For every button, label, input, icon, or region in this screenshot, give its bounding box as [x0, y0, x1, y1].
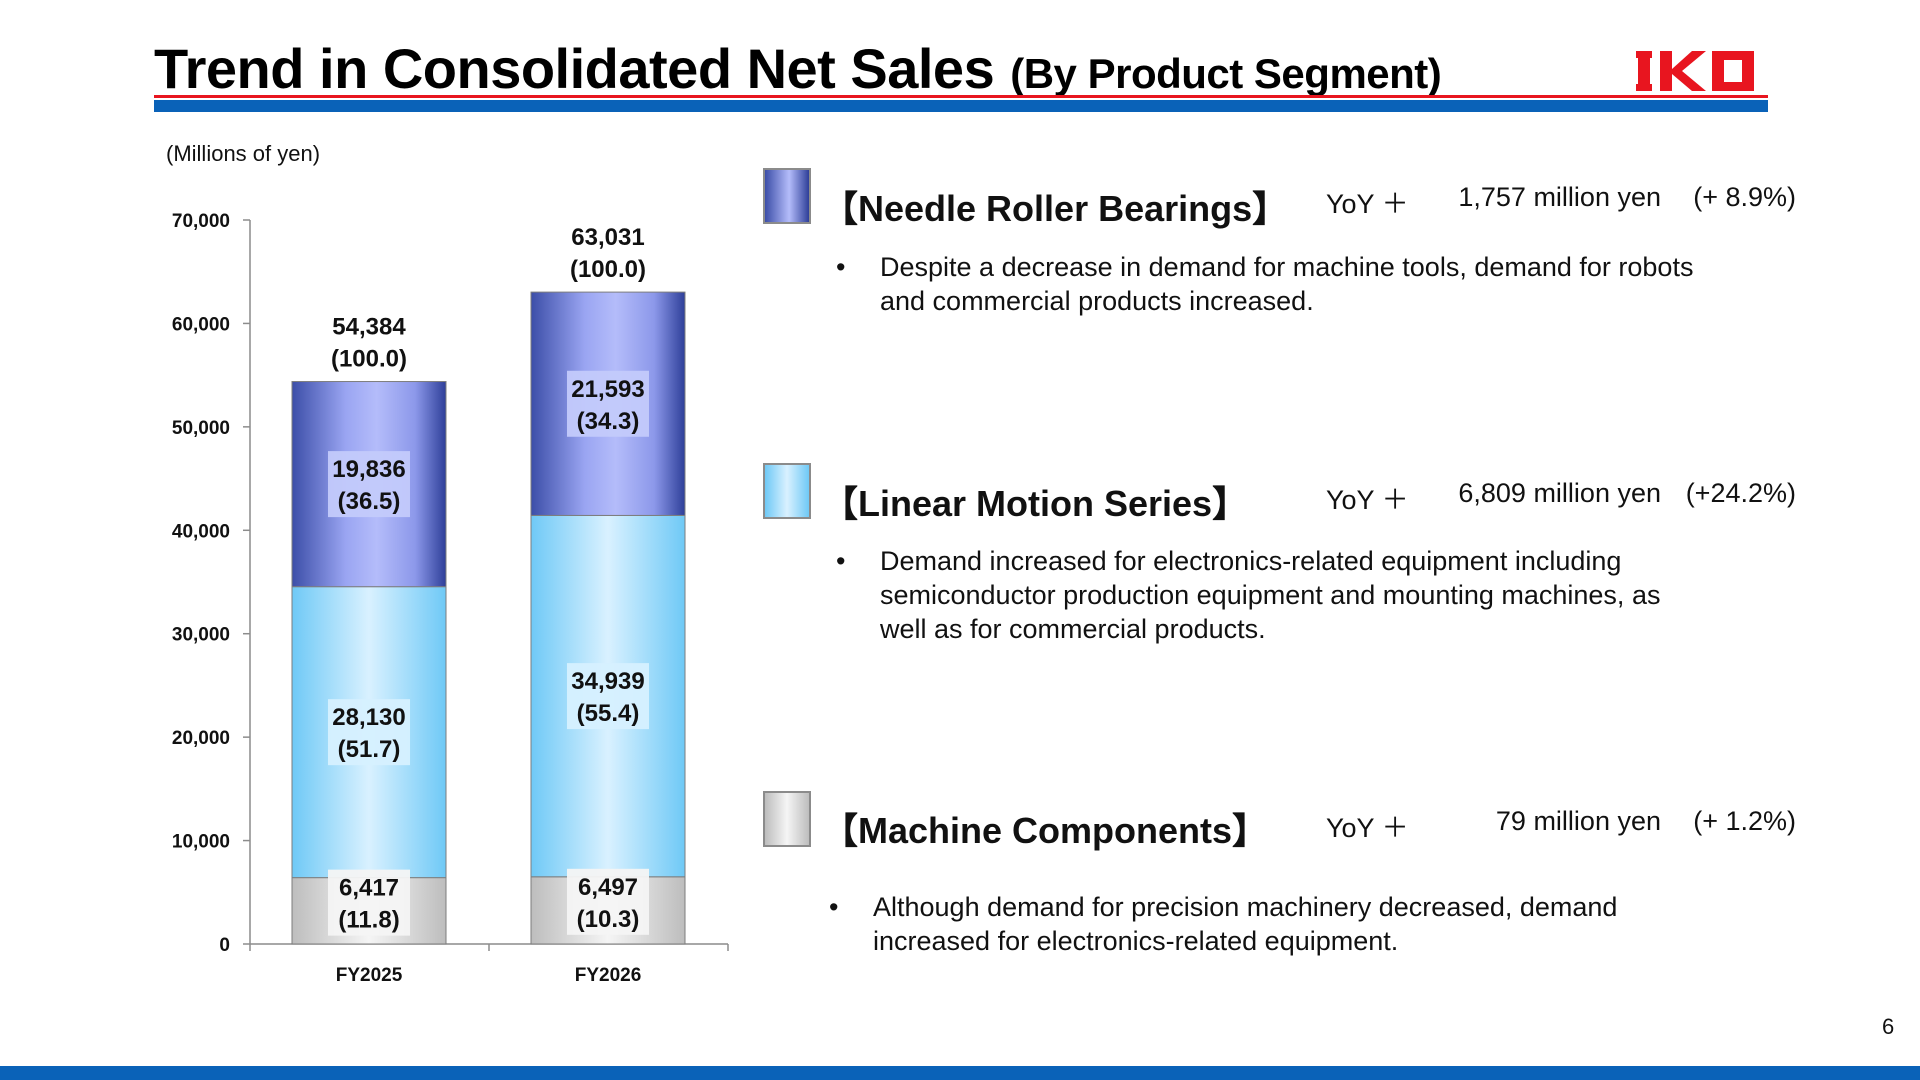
page-number: 6	[1882, 1014, 1895, 1039]
linear-motion-description: • Demand increased for electronics-relat…	[836, 544, 1706, 648]
data-label-value: 6,417	[339, 875, 399, 902]
y-tick-label: 50,000	[172, 418, 230, 439]
y-tick-label: 60,000	[172, 314, 230, 335]
data-label-box	[328, 699, 410, 766]
chart-labels: FY2025 FY2026 6,417 (11.8) 28,130 (51.7) 19,83…	[328, 224, 649, 986]
x-tick-label: FY2026	[575, 965, 642, 986]
yoy-label: YoY ＋	[1326, 813, 1409, 843]
data-label-share: (34.3)	[577, 408, 640, 435]
total-label-value: 54,384	[332, 314, 406, 341]
needle-roller-legend-swatch	[763, 168, 811, 224]
data-label-box	[328, 869, 410, 936]
description-text: Although demand for precision machinery …	[873, 892, 1618, 956]
description-text: Demand increased for electronics-related…	[880, 546, 1661, 644]
y-tick-label: 10,000	[172, 832, 230, 853]
linear-motion-title: 【Linear Motion Series】	[822, 483, 1249, 524]
title-subtitle: (By Product Segment)	[1010, 50, 1442, 97]
y-tick-label: 30,000	[172, 625, 230, 646]
yoy-percent: (+ 1.2%)	[1693, 806, 1796, 836]
data-label-value: 28,130	[332, 704, 405, 731]
needle-roller-title: 【Needle Roller Bearings】	[822, 188, 1289, 229]
slide-header: Trend in Consolidated Net Sales (By Produ…	[154, 30, 1768, 116]
yoy-amount: 79 million yen	[1495, 806, 1661, 836]
yoy-amount: 6,809 million yen	[1458, 478, 1661, 508]
total-label-value: 63,031	[571, 224, 644, 251]
linear-motion-legend-swatch	[763, 463, 811, 519]
footer-blue-bar	[0, 1066, 1920, 1080]
data-label-value: 21,593	[571, 376, 644, 403]
total-label-share: (100.0)	[570, 256, 646, 283]
yoy-percent: (+ 8.9%)	[1693, 182, 1796, 212]
machine-components-yoy: YoY ＋ 79 million yen (+ 1.2%)	[1326, 806, 1796, 843]
data-label-share: (55.4)	[577, 700, 640, 727]
machine-components-title: 【Machine Components】	[822, 810, 1269, 851]
y-tick-label: 0	[219, 935, 230, 956]
bullet-point: •	[829, 892, 839, 922]
data-label-box	[328, 451, 410, 518]
y-tick-label: 70,000	[172, 211, 230, 232]
x-tick-label: FY2025	[336, 965, 403, 986]
yoy-percent: (+24.2%)	[1685, 478, 1796, 508]
data-label-value: 34,939	[571, 668, 644, 695]
linear-motion-yoy: YoY ＋ 6,809 million yen (+24.2%)	[1326, 478, 1796, 515]
net-sales-stacked-bar-chart: 0 10,000 20,000 30,000 40,000 50,000 60,000 70,…	[172, 211, 729, 986]
data-label-box	[567, 868, 649, 935]
data-label-value: 6,497	[578, 874, 638, 901]
yoy-label: YoY ＋	[1326, 485, 1409, 515]
data-label-box	[567, 663, 649, 730]
total-label-share: (100.0)	[331, 346, 407, 373]
machine-components-description: • Although demand for precision machiner…	[829, 890, 1699, 960]
units-label: (Millions of yen)	[166, 141, 321, 166]
title-main-text: Trend in Consolidated Net Sales	[154, 37, 995, 100]
bullet-point: •	[836, 252, 846, 282]
bullet-point: •	[836, 546, 846, 576]
title-red-underline	[154, 95, 1768, 98]
data-label-share: (11.8)	[338, 907, 399, 934]
needle-roller-description: • Despite a decrease in demand for machi…	[836, 250, 1706, 320]
y-tick-label: 40,000	[172, 521, 230, 542]
data-label-box	[567, 370, 649, 437]
page-title: Trend in Consolidated Net Sales (By Produ…	[154, 36, 1442, 101]
yoy-amount: 1,757 million yen	[1458, 182, 1661, 212]
data-label-share: (51.7)	[338, 736, 401, 763]
yoy-label: YoY ＋	[1326, 189, 1409, 219]
title-blue-bar	[154, 100, 1768, 112]
data-label-value: 19,836	[332, 456, 405, 483]
data-label-share: (10.3)	[577, 906, 640, 933]
data-label-share: (36.5)	[338, 488, 401, 515]
iko-logo	[1636, 51, 1754, 91]
needle-roller-yoy: YoY ＋ 1,757 million yen (+ 8.9%)	[1326, 182, 1796, 219]
y-tick-label: 20,000	[172, 728, 230, 749]
description-text: Despite a decrease in demand for machine…	[880, 252, 1694, 316]
machine-components-legend-swatch	[763, 791, 811, 847]
